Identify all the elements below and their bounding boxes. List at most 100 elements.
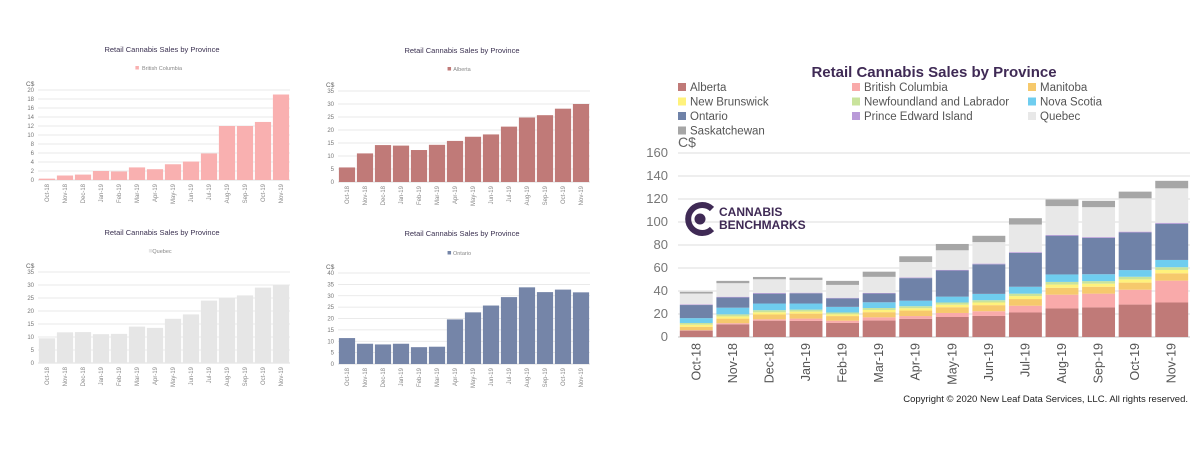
- bar-quebec: [935, 250, 969, 270]
- x-tick-label: Apr-19: [453, 185, 459, 204]
- bar-alberta: [518, 117, 536, 182]
- bar-alberta: [679, 330, 713, 337]
- bar-saskatchewan: [789, 277, 823, 280]
- bar-alberta: [410, 150, 428, 182]
- bar-manitoba: [1045, 287, 1079, 295]
- y-tick-label: 140: [646, 168, 668, 183]
- x-tick-label: Oct-19: [261, 366, 267, 385]
- bar-quebec: [1118, 198, 1152, 232]
- bar-alberta: [1155, 302, 1189, 337]
- x-tick-label: Feb-19: [117, 366, 123, 386]
- legend-swatch: [1028, 97, 1036, 106]
- bar-new-brunswick: [862, 309, 896, 313]
- y-tick-label: 6: [31, 151, 35, 157]
- bar-nova-scotia: [826, 306, 860, 313]
- x-tick-label: Aug-19: [525, 185, 531, 205]
- y-tick-label: 20: [27, 88, 34, 94]
- x-tick-label: Feb-19: [836, 343, 850, 383]
- bar-quebec: [236, 295, 254, 363]
- bar-ontario: [789, 293, 823, 304]
- bar-new-brunswick: [826, 314, 860, 317]
- bar-nova-scotia: [1082, 274, 1116, 282]
- bar-british-columbia: [1082, 293, 1116, 308]
- chart-title: Retail Cannabis Sales by Province: [404, 229, 519, 238]
- y-tick-label: 30: [27, 283, 34, 289]
- bar-manitoba: [752, 314, 786, 320]
- y-tick-label: 2: [31, 169, 35, 175]
- x-tick-label: May-19: [945, 343, 959, 385]
- bar-new-brunswick: [752, 312, 786, 315]
- x-tick-label: Jan-19: [399, 185, 405, 204]
- y-axis-label: C$: [678, 134, 696, 150]
- bar-british-columbia: [254, 121, 272, 180]
- bar-ontario: [446, 319, 464, 364]
- legend-swatch: [1028, 112, 1036, 120]
- bar-alberta: [716, 324, 750, 337]
- bar-newfoundland-and-labrador: [935, 302, 969, 305]
- x-tick-label: Sep-19: [1092, 343, 1106, 383]
- y-tick-label: 120: [646, 191, 668, 206]
- bar-new-brunswick: [972, 302, 1006, 306]
- copyright-text: Copyright © 2020 New Leaf Data Services,…: [903, 394, 1188, 405]
- bar-newfoundland-and-labrador: [1118, 276, 1152, 280]
- bar-prince-edward-island: [826, 297, 860, 299]
- bar-quebec: [110, 333, 128, 363]
- bar-alberta: [356, 153, 374, 182]
- bar-ontario: [572, 292, 590, 364]
- bar-quebec: [254, 287, 272, 363]
- y-tick-label: 10: [27, 335, 34, 341]
- x-tick-label: Oct-19: [561, 367, 567, 386]
- bar-alberta: [752, 320, 786, 337]
- bar-newfoundland-and-labrador: [1082, 281, 1116, 284]
- bar-ontario: [716, 297, 750, 308]
- bar-british-columbia: [862, 317, 896, 321]
- legend-label: Prince Edward Island: [864, 111, 973, 123]
- bar-new-brunswick: [935, 304, 969, 308]
- bar-british-columbia: [899, 316, 933, 319]
- x-tick-label: Mar-19: [435, 367, 441, 387]
- bar-nova-scotia: [1155, 259, 1189, 268]
- bar-alberta: [428, 144, 446, 182]
- bar-british-columbia: [272, 94, 290, 180]
- bar-prince-edward-island: [789, 292, 823, 294]
- bar-alberta: [482, 134, 500, 182]
- bar-prince-edward-island: [1045, 234, 1079, 236]
- bar-alberta: [374, 145, 392, 182]
- y-tick-label: 5: [331, 351, 335, 357]
- bar-saskatchewan: [1082, 200, 1116, 208]
- bar-british-columbia: [1118, 289, 1152, 305]
- bar-prince-edward-island: [1008, 252, 1042, 253]
- bar-saskatchewan: [862, 271, 896, 277]
- bar-ontario: [1008, 252, 1042, 287]
- x-tick-label: Oct-19: [1128, 343, 1142, 381]
- bar-quebec: [826, 284, 860, 298]
- x-tick-label: Nov-19: [579, 367, 585, 387]
- x-tick-label: Oct-19: [561, 185, 567, 204]
- legend-swatch: [852, 83, 860, 91]
- bar-manitoba: [1118, 282, 1152, 290]
- bar-saskatchewan: [679, 291, 713, 294]
- x-tick-label: Nov-18: [726, 343, 740, 383]
- legend-swatch: [447, 251, 452, 255]
- y-tick-label: 15: [27, 322, 34, 328]
- logo-text: CANNABIS: [719, 205, 782, 219]
- y-tick-label: 60: [654, 260, 668, 275]
- legend-swatch: [678, 112, 686, 120]
- y-tick-label: 10: [327, 154, 334, 160]
- bar-alberta: [464, 136, 482, 182]
- bar-ontario: [1118, 232, 1152, 271]
- bar-alberta: [826, 322, 860, 337]
- bar-quebec: [716, 283, 750, 297]
- x-tick-label: Jul-19: [507, 367, 513, 384]
- y-tick-label: 4: [31, 160, 35, 166]
- legend-label: Manitoba: [1040, 82, 1088, 94]
- bar-prince-edward-island: [752, 292, 786, 294]
- bar-quebec: [200, 300, 218, 363]
- x-tick-label: Jun-19: [489, 185, 495, 204]
- legend-label: Nova Scotia: [1040, 97, 1103, 109]
- x-tick-label: Oct-18: [345, 367, 351, 386]
- bar-newfoundland-and-labrador: [899, 306, 933, 309]
- x-tick-label: Apr-19: [153, 366, 159, 385]
- legend-swatch: [1028, 83, 1036, 91]
